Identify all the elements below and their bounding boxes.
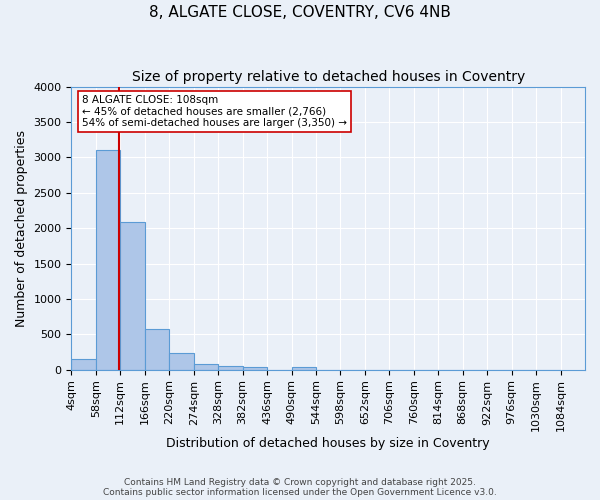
Y-axis label: Number of detached properties: Number of detached properties bbox=[15, 130, 28, 326]
Text: Contains HM Land Registry data © Crown copyright and database right 2025.
Contai: Contains HM Land Registry data © Crown c… bbox=[103, 478, 497, 497]
Title: Size of property relative to detached houses in Coventry: Size of property relative to detached ho… bbox=[131, 70, 525, 84]
Bar bbox=[71, 359, 96, 370]
Text: 8, ALGATE CLOSE, COVENTRY, CV6 4NB: 8, ALGATE CLOSE, COVENTRY, CV6 4NB bbox=[149, 5, 451, 20]
Bar bbox=[145, 328, 169, 370]
Text: 8 ALGATE CLOSE: 108sqm
← 45% of detached houses are smaller (2,766)
54% of semi-: 8 ALGATE CLOSE: 108sqm ← 45% of detached… bbox=[82, 95, 347, 128]
Bar bbox=[194, 364, 218, 370]
Bar bbox=[242, 367, 267, 370]
Bar bbox=[218, 366, 242, 370]
Bar bbox=[96, 150, 121, 370]
X-axis label: Distribution of detached houses by size in Coventry: Distribution of detached houses by size … bbox=[166, 437, 490, 450]
Bar bbox=[121, 222, 145, 370]
Bar bbox=[292, 367, 316, 370]
Bar bbox=[169, 354, 194, 370]
